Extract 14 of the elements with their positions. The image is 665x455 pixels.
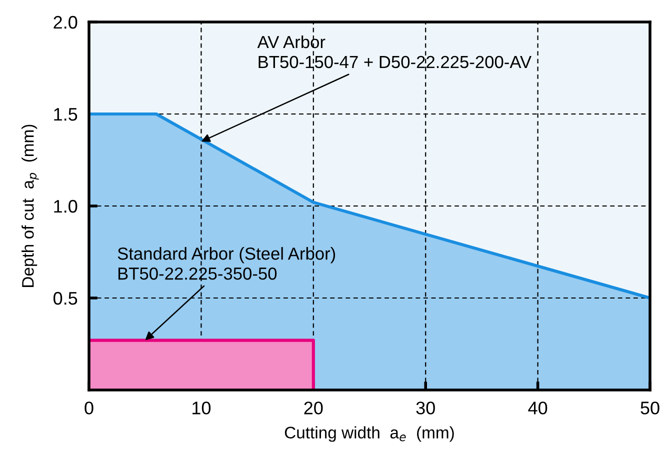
annotation: AV Arbor BT50-150-47 + D50-22.225-200-AV [257,35,532,68]
y-tick-label: 2.0 [54,16,78,29]
x-tick-label: 40 [528,402,548,414]
x-axis-title: Cutting width a$_{e}$ (mm) [284,426,454,442]
x-tick-label: 20 [304,402,323,414]
y-tick-label: 1.0 [54,200,78,213]
x-tick-label: 30 [416,402,435,414]
y-tick-label: 1.5 [54,108,78,121]
x-tick-label: 10 [192,402,211,414]
x-tick-label: 50 [640,402,660,414]
x-tick-label: 0 [84,402,94,414]
y-axis-title: Depth of cut a$_{p}$ (mm) [22,124,39,287]
y-tick-label: 0.5 [53,292,78,305]
annotation: Standard Arbor (Steel Arbor) BT50-22.225-350-50 [118,247,336,280]
